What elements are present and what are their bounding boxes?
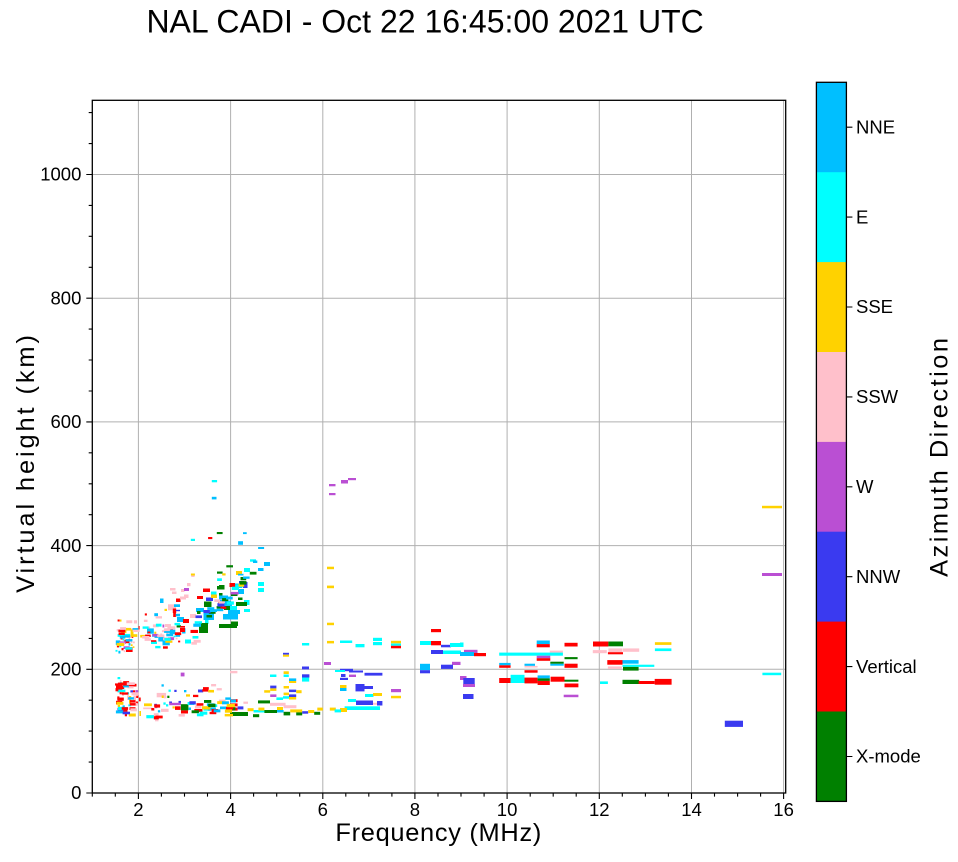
svg-text:2: 2 [133,799,143,820]
svg-text:200: 200 [51,659,82,680]
svg-text:NAL CADI - Oct 22 16:45:00 202: NAL CADI - Oct 22 16:45:00 2021 UTC [146,3,703,39]
svg-text:16: 16 [773,799,794,820]
svg-text:400: 400 [51,535,82,556]
svg-text:X-mode: X-mode [856,746,921,767]
svg-text:600: 600 [51,411,82,432]
svg-text:0: 0 [71,782,81,803]
svg-text:E: E [856,206,868,227]
svg-text:SSW: SSW [856,386,899,407]
svg-text:1000: 1000 [40,164,81,185]
svg-text:6: 6 [318,799,328,820]
svg-text:12: 12 [589,799,610,820]
svg-text:14: 14 [681,799,702,820]
svg-text:Frequency (MHz): Frequency (MHz) [335,819,542,847]
svg-text:4: 4 [225,799,235,820]
svg-text:8: 8 [410,799,420,820]
svg-text:800: 800 [51,287,82,308]
svg-text:10: 10 [497,799,518,820]
svg-text:W: W [856,476,874,497]
svg-text:NNW: NNW [856,566,901,587]
svg-text:NNE: NNE [856,116,895,137]
svg-text:Vertical: Vertical [856,656,917,677]
svg-text:Azimuth Direction: Azimuth Direction [926,335,954,576]
svg-text:SSE: SSE [856,296,893,317]
svg-text:Virtual height (km): Virtual height (km) [12,332,40,593]
